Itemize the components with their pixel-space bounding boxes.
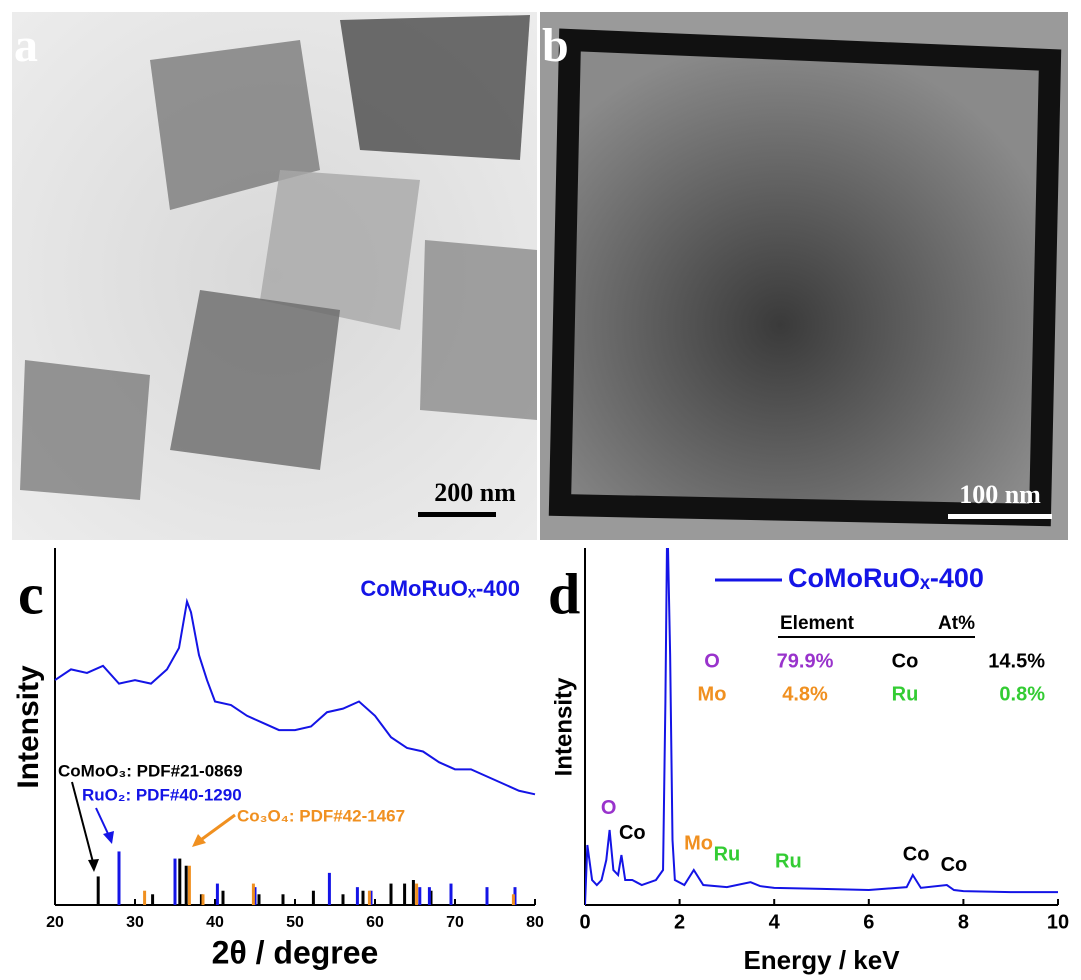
x-tick-label: 80 (526, 914, 544, 931)
table-cell: 79.9% (777, 650, 834, 672)
table-cell: 4.8% (782, 683, 828, 705)
peak-label: Ru (714, 843, 741, 865)
x-axis-label: 2θ / degree (212, 934, 379, 970)
figure: a 200 nm b 100 nm c203040506070802θ / de… (0, 0, 1081, 980)
x-tick-label: 40 (206, 914, 224, 931)
y-axis-label: Intensity (12, 665, 45, 789)
y-axis-label: Intensity (550, 677, 577, 776)
scale-bar-label: 100 nm (959, 480, 1041, 509)
x-tick-label: 60 (366, 914, 384, 931)
table-cell: Ru (892, 683, 919, 705)
scale-bar-label: 200 nm (434, 478, 516, 507)
table-cell: 14.5% (988, 650, 1045, 672)
x-tick-label: 2 (674, 911, 685, 933)
x-tick-label: 10 (1047, 911, 1069, 933)
peak-label: O (601, 797, 617, 819)
table-cell: O (704, 650, 720, 672)
reference-label: Co₃O₄: PDF#42-1467 (237, 806, 405, 825)
x-tick-label: 70 (446, 914, 464, 931)
x-tick-label: 4 (769, 911, 781, 933)
x-tick-label: 0 (579, 911, 590, 933)
panel-label: b (542, 19, 569, 72)
peak-label: Co (619, 822, 646, 844)
peak-label: Ru (775, 850, 802, 872)
scale-bar (948, 514, 1052, 519)
panel-label: d (548, 561, 580, 626)
legend-label: CoMoRuOₓ-400 (788, 563, 984, 593)
page: a 200 nm b 100 nm c203040506070802θ / de… (0, 0, 1081, 980)
x-tick-label: 8 (958, 911, 969, 933)
x-tick-label: 6 (863, 911, 874, 933)
table-header: Element (780, 613, 855, 634)
peak-label: Mo (684, 833, 713, 855)
x-tick-label: 30 (126, 914, 144, 931)
panel-label: c (18, 561, 44, 626)
panel-label: a (14, 19, 38, 72)
x-axis-label: Energy / keV (743, 945, 900, 975)
table-cell: Mo (698, 683, 727, 705)
peak-label: Co (903, 843, 930, 865)
scale-bar (418, 512, 496, 517)
table-cell: 0.8% (999, 683, 1045, 705)
legend-label: CoMoRuOₓ-400 (360, 576, 520, 601)
x-tick-label: 20 (46, 914, 64, 931)
tem-image-b: b 100 nm (540, 12, 1068, 540)
reference-label: CoMoO₃: PDF#21-0869 (58, 761, 243, 780)
table-cell: Co (892, 650, 919, 672)
table-header: At% (938, 613, 975, 634)
reference-label: RuO₂: PDF#40-1290 (82, 785, 242, 804)
peak-label: Co (941, 854, 968, 876)
x-tick-label: 50 (286, 914, 304, 931)
tem-image-a: a 200 nm (12, 12, 537, 540)
